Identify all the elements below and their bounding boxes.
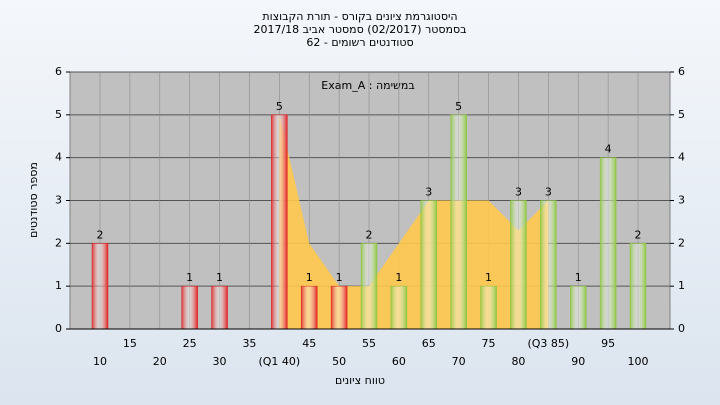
x-tick-label: (Q3 85) [527, 337, 569, 350]
x-tick-label: (Q1 40) [258, 355, 300, 368]
value-label: 2 [97, 228, 104, 241]
value-label: 5 [455, 100, 462, 113]
x-tick-label: 30 [213, 355, 227, 368]
x-tick-label: 65 [422, 337, 436, 350]
value-label: 2 [635, 228, 642, 241]
bar [599, 157, 617, 330]
y-tick-label: 3 [55, 194, 62, 207]
bar [181, 285, 198, 330]
value-label: 5 [276, 100, 283, 113]
y-tick-label: 2 [55, 236, 62, 249]
x-tick-label: 55 [362, 337, 376, 350]
y-tick-label: 5 [55, 108, 62, 121]
value-label: 1 [575, 271, 582, 284]
x-tick-label: 25 [183, 337, 197, 350]
x-tick-label: 10 [93, 355, 107, 368]
y2-tick-label: 1 [678, 279, 685, 292]
x-tick-label: 20 [153, 355, 167, 368]
area [279, 114, 549, 329]
bar [271, 114, 288, 330]
x-tick-label: 35 [242, 337, 256, 350]
x-tick-label: 95 [601, 337, 615, 350]
x-tick-label: 60 [392, 355, 406, 368]
value-label: 2 [366, 228, 373, 241]
value-label: 4 [605, 143, 612, 156]
bar [390, 285, 408, 330]
y2-tick-label: 2 [678, 236, 685, 249]
chart-subtitle: 62 - סטודנטים רשומים [306, 36, 413, 49]
y2-tick-label: 3 [678, 194, 685, 207]
bar [510, 200, 527, 330]
x-tick-label: 100 [628, 355, 649, 368]
value-label: 1 [395, 271, 402, 284]
bar [330, 285, 348, 330]
value-label: 1 [336, 271, 343, 284]
value-label: 1 [216, 271, 223, 284]
value-label: 3 [425, 186, 432, 199]
x-axis-label: טווח ציונים [335, 374, 385, 387]
value-label: 3 [545, 186, 552, 199]
value-label: 1 [186, 271, 193, 284]
y2-tick-label: 4 [678, 151, 685, 164]
value-label: 1 [485, 271, 492, 284]
bar [450, 114, 467, 330]
y-axis-label: מספר סטודנטים [27, 162, 40, 238]
x-tick-label: 45 [302, 337, 316, 350]
bar [360, 243, 378, 330]
y-tick-label: 6 [55, 65, 62, 78]
x-tick-label: 70 [452, 355, 466, 368]
y-tick-label: 1 [55, 279, 62, 292]
bar [300, 285, 318, 330]
x-tick-label: 80 [511, 355, 525, 368]
x-tick-label: 75 [482, 337, 496, 350]
bar [91, 243, 109, 330]
bar [629, 243, 647, 330]
value-label: 1 [306, 271, 313, 284]
annotation: Exam_A : במשימה [321, 79, 414, 92]
x-tick-label: 90 [571, 355, 585, 368]
bar [211, 285, 228, 330]
x-tick-label: 15 [123, 337, 137, 350]
y2-tick-label: 0 [678, 322, 685, 335]
chart-title: היסטוגרמת ציונים בקורס - תורת הקבוצות [262, 10, 457, 23]
y2-tick-label: 6 [678, 65, 685, 78]
chart-subtitle: בסמסטר (02/2017) סמסטר אביב 2017/18 [253, 23, 466, 36]
bar [540, 200, 557, 330]
bar [569, 285, 587, 330]
value-label: 3 [515, 186, 522, 199]
y2-tick-label: 5 [678, 108, 685, 121]
bar [420, 200, 438, 330]
x-tick-label: 50 [332, 355, 346, 368]
bar [480, 285, 497, 330]
y-tick-label: 4 [55, 151, 62, 164]
y-tick-label: 0 [55, 322, 62, 335]
